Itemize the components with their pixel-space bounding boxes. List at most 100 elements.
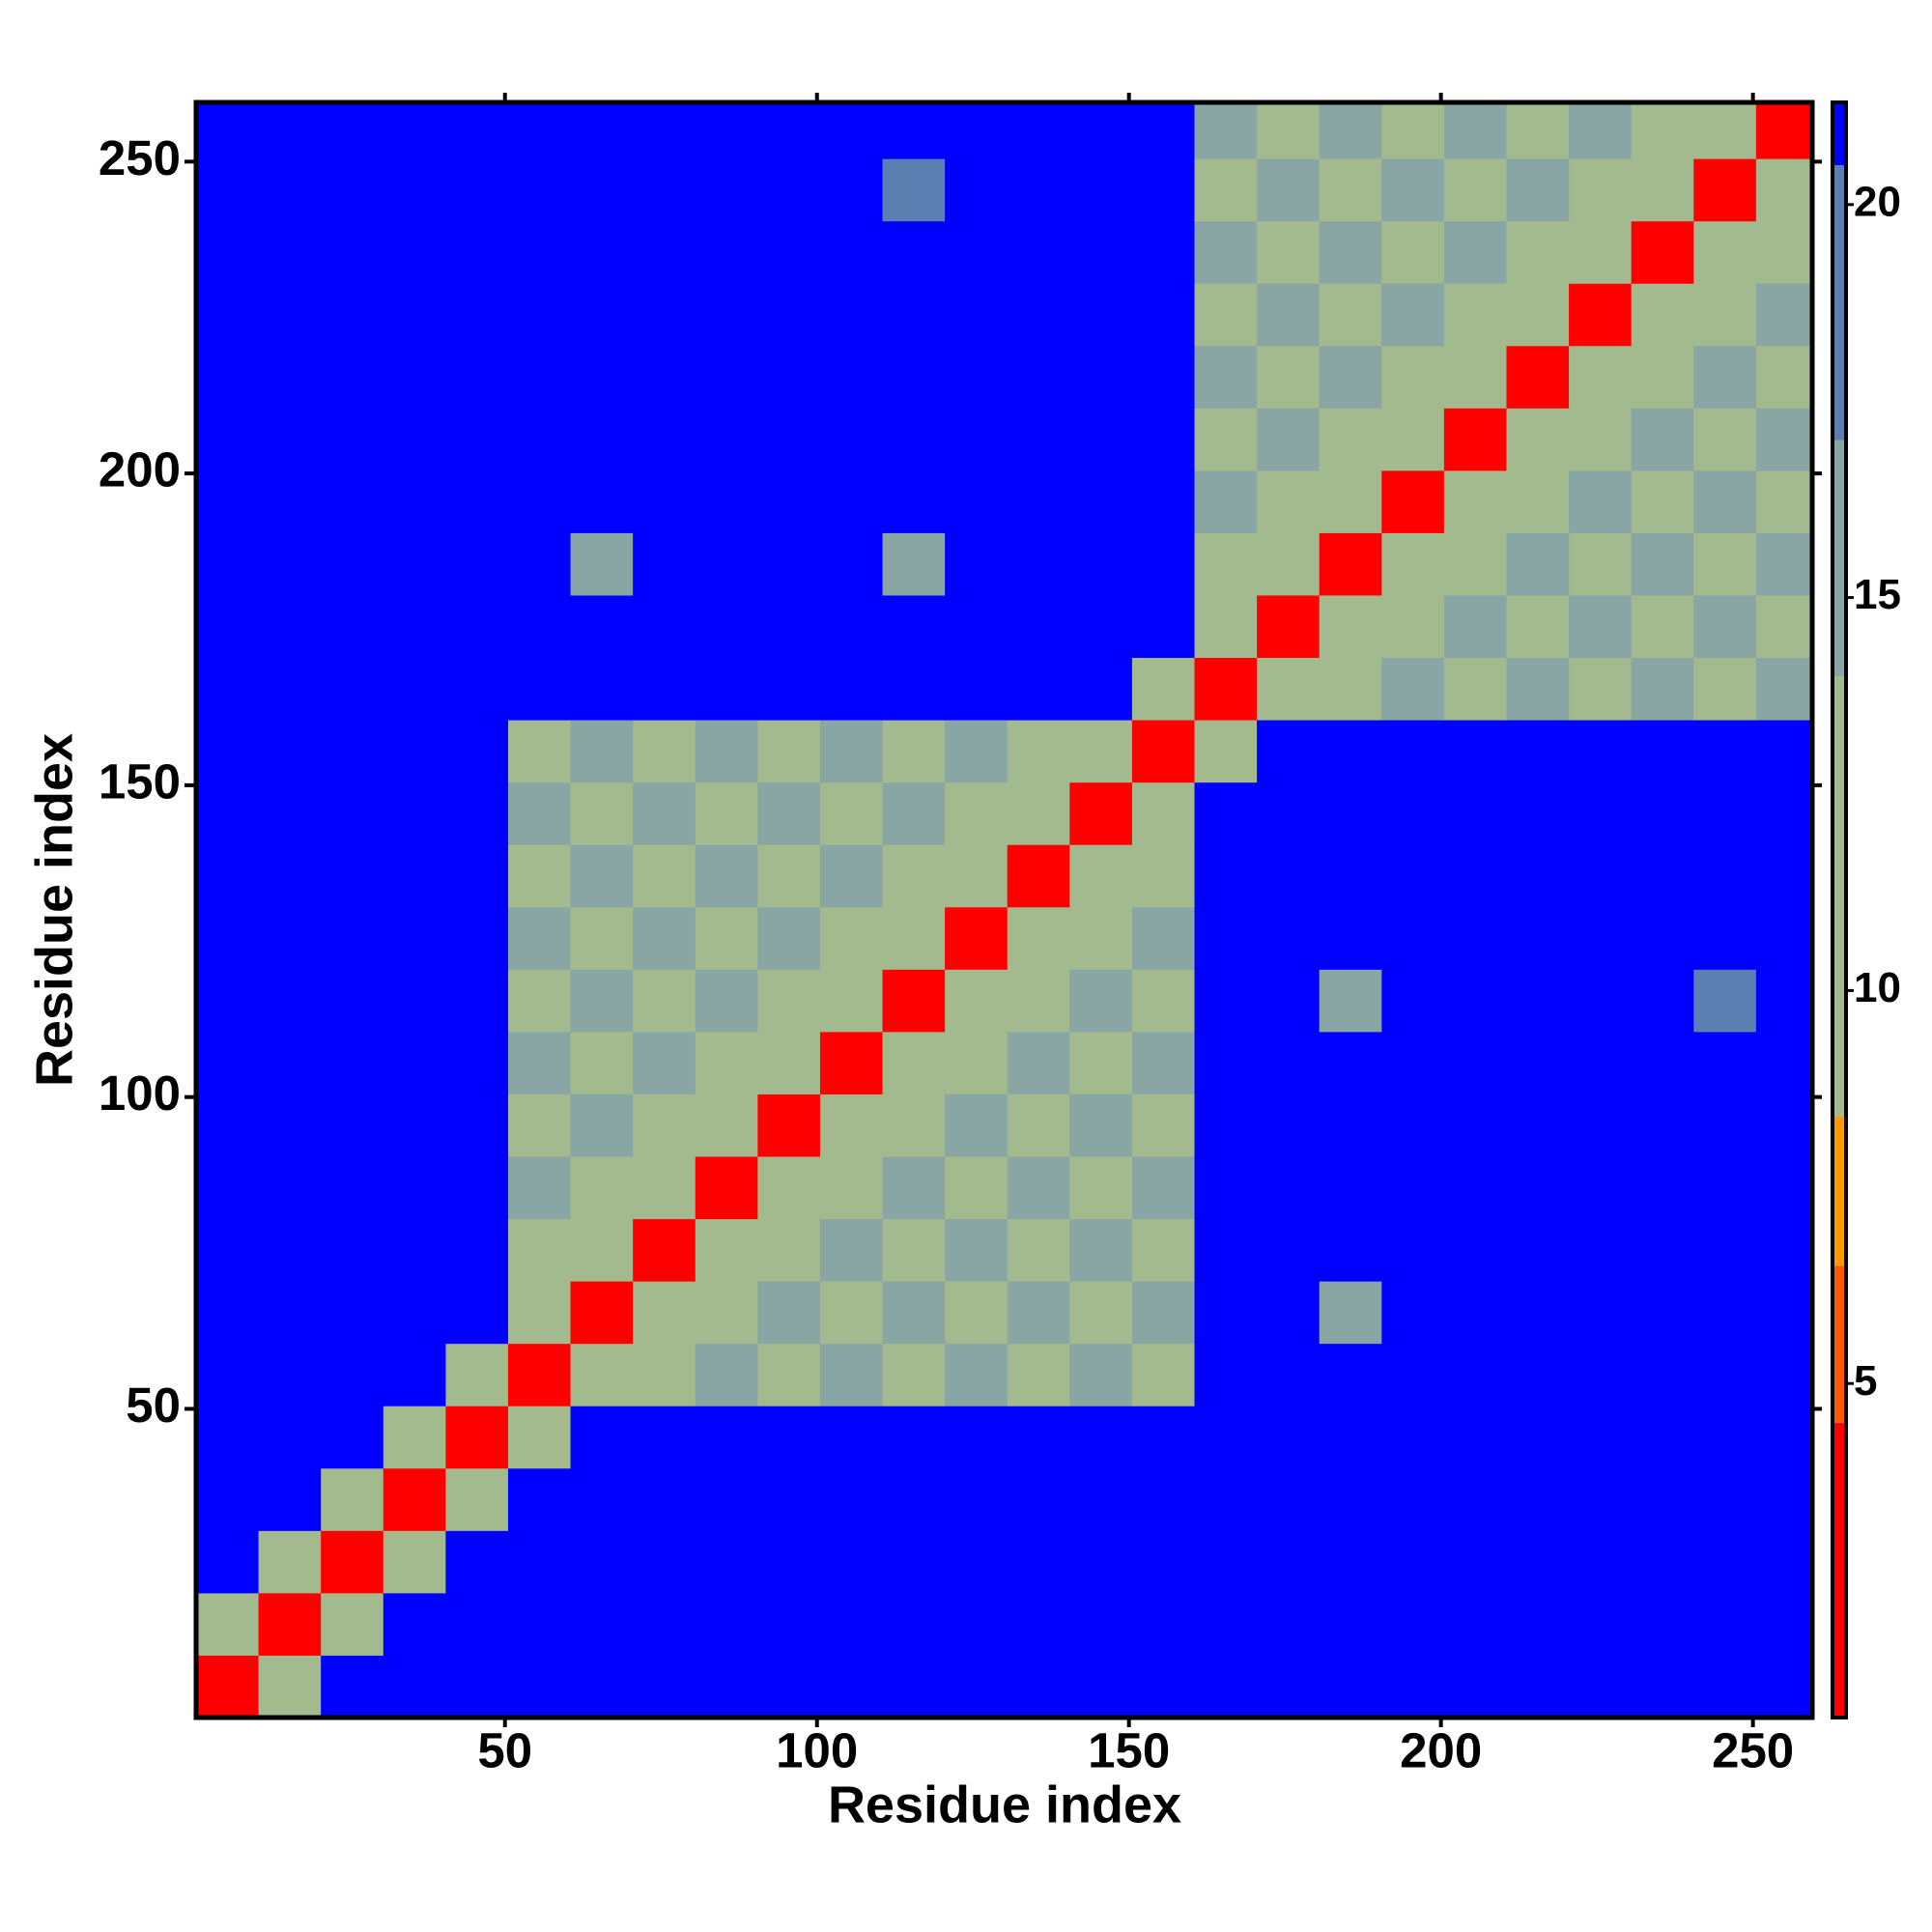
heatmap-cell bbox=[507, 1281, 572, 1345]
heatmap-cell bbox=[1131, 657, 1196, 721]
heatmap-cell bbox=[1443, 906, 1507, 970]
heatmap-cell bbox=[1693, 1281, 1757, 1345]
heatmap-cell bbox=[1569, 906, 1633, 970]
heatmap-cell bbox=[570, 220, 634, 284]
heatmap-cell bbox=[1319, 906, 1382, 970]
heatmap-cell bbox=[757, 408, 821, 471]
heatmap-cell bbox=[570, 720, 634, 783]
heatmap-cell bbox=[1443, 102, 1507, 159]
heatmap-cell bbox=[196, 1530, 260, 1594]
heatmap-cell bbox=[445, 469, 509, 533]
heatmap-cell bbox=[882, 158, 946, 222]
heatmap-cell bbox=[695, 720, 758, 783]
heatmap-cell bbox=[882, 969, 946, 1033]
heatmap-cell bbox=[321, 1094, 384, 1157]
heatmap-cell bbox=[1569, 532, 1633, 596]
heatmap-cell bbox=[383, 283, 446, 347]
heatmap-cell bbox=[945, 220, 1009, 284]
heatmap-cell bbox=[1506, 906, 1570, 970]
heatmap-cell bbox=[1693, 1218, 1757, 1282]
heatmap-cell bbox=[1131, 1406, 1196, 1469]
heatmap-cell bbox=[757, 1094, 821, 1157]
heatmap-cell bbox=[882, 1530, 946, 1594]
heatmap-cell bbox=[1443, 1094, 1507, 1157]
heatmap-cell bbox=[1506, 1655, 1570, 1718]
heatmap-cell bbox=[1131, 408, 1196, 471]
heatmap-cell bbox=[507, 102, 572, 159]
heatmap-cell bbox=[570, 1281, 634, 1345]
heatmap-cell bbox=[1257, 657, 1321, 721]
heatmap-cell bbox=[258, 408, 322, 471]
heatmap-cell bbox=[882, 1592, 946, 1656]
heatmap-cell bbox=[1506, 720, 1570, 783]
heatmap-cell bbox=[445, 532, 509, 596]
heatmap-cell bbox=[258, 720, 322, 783]
heatmap-cell bbox=[258, 283, 322, 347]
heatmap-cell bbox=[1007, 283, 1070, 347]
heatmap-cell bbox=[1755, 532, 1812, 596]
heatmap-cell bbox=[1569, 1343, 1633, 1406]
heatmap-cell bbox=[1631, 844, 1694, 908]
heatmap-cell bbox=[445, 906, 509, 970]
heatmap-cell bbox=[196, 1467, 260, 1531]
heatmap-cell bbox=[1443, 1218, 1507, 1282]
heatmap-cell bbox=[1631, 1592, 1694, 1656]
heatmap-cell bbox=[819, 283, 884, 347]
heatmap-cell bbox=[1569, 1094, 1633, 1157]
heatmap-cell bbox=[819, 1530, 884, 1594]
heatmap-cell bbox=[1194, 1467, 1258, 1531]
heatmap-cell bbox=[1631, 102, 1694, 159]
heatmap-cell bbox=[1257, 1467, 1321, 1531]
heatmap-cell bbox=[945, 1343, 1009, 1406]
heatmap-cell bbox=[1443, 1155, 1507, 1220]
heatmap-cell bbox=[695, 969, 758, 1033]
heatmap-cell bbox=[1319, 594, 1382, 659]
heatmap-cell bbox=[1319, 1467, 1382, 1531]
heatmap-cell bbox=[258, 220, 322, 284]
heatmap-cell bbox=[1693, 408, 1757, 471]
heatmap-cell bbox=[507, 220, 572, 284]
heatmap-cell bbox=[1007, 1467, 1070, 1531]
heatmap-cell bbox=[1381, 408, 1445, 471]
y-tick-label: 200 bbox=[99, 442, 181, 497]
heatmap-cell bbox=[819, 720, 884, 783]
heatmap-cell bbox=[321, 1406, 384, 1469]
heatmap-cell bbox=[1194, 1406, 1258, 1469]
heatmap-cell bbox=[819, 1094, 884, 1157]
heatmap-cell bbox=[1693, 1530, 1757, 1594]
heatmap-cell bbox=[695, 1655, 758, 1718]
heatmap-cell bbox=[1381, 220, 1445, 284]
heatmap-cell bbox=[633, 1467, 696, 1531]
heatmap-cell bbox=[945, 906, 1009, 970]
heatmap-cell bbox=[1381, 469, 1445, 533]
heatmap-cell bbox=[570, 1094, 634, 1157]
heatmap-cell bbox=[1443, 1530, 1507, 1594]
heatmap-cell bbox=[570, 102, 634, 159]
heatmap-cell bbox=[945, 158, 1009, 222]
heatmap-cell bbox=[258, 1031, 322, 1094]
heatmap-cell bbox=[1693, 1094, 1757, 1157]
heatmap-cell bbox=[1443, 1655, 1507, 1718]
heatmap-cell bbox=[507, 781, 572, 845]
heatmap-cell bbox=[1381, 1094, 1445, 1157]
heatmap-cell bbox=[507, 720, 572, 783]
heatmap-cell bbox=[695, 1094, 758, 1157]
heatmap-cell bbox=[1069, 469, 1133, 533]
heatmap-cell bbox=[633, 844, 696, 908]
heatmap-cell bbox=[882, 594, 946, 659]
heatmap-cell bbox=[1319, 1530, 1382, 1594]
heatmap-cell bbox=[757, 220, 821, 284]
heatmap-cell bbox=[1007, 158, 1070, 222]
heatmap-cell bbox=[570, 469, 634, 533]
heatmap-cell bbox=[882, 283, 946, 347]
heatmap-cell bbox=[258, 1155, 322, 1220]
heatmap-cell bbox=[1631, 1281, 1694, 1345]
heatmap-cell bbox=[1693, 102, 1757, 159]
heatmap-cell bbox=[1506, 408, 1570, 471]
heatmap-cell bbox=[1131, 102, 1196, 159]
heatmap-cell bbox=[633, 1530, 696, 1594]
heatmap-cell bbox=[633, 1031, 696, 1094]
heatmap-cell bbox=[757, 844, 821, 908]
heatmap-cell bbox=[1007, 532, 1070, 596]
